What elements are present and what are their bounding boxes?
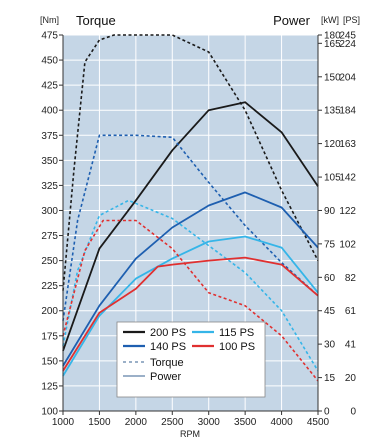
right-tick-ps-label: 163 [339, 139, 356, 150]
legend: 200 PS 115 PS 140 PS 100 PS Torque Power [116, 321, 266, 398]
right-tick-kw-label: 120 [324, 139, 341, 150]
y-tick-label: 350 [41, 156, 58, 167]
right-tick-ps-label: 204 [339, 72, 356, 83]
series-power-100-ps [62, 256, 319, 372]
right-tick-kw-label: 90 [324, 206, 336, 217]
legend-label: 100 PS [219, 341, 255, 353]
right-tick-kw-label: 30 [324, 340, 336, 351]
y-tick-label: 175 [41, 331, 58, 342]
series-layer [62, 34, 319, 382]
y-tick-label: 375 [41, 131, 58, 142]
legend-label: 115 PS [219, 327, 254, 339]
right-tick-ps-label: 224 [339, 39, 356, 50]
left-unit-label: [Nm] [40, 15, 59, 25]
series-power-200-ps [62, 101, 319, 352]
right-tick-kw-label: 45 [324, 306, 336, 317]
right-tick-ps-label: 122 [339, 206, 356, 217]
right-tick-kw-label: 165 [324, 39, 341, 50]
x-tick-label: 1500 [88, 417, 111, 428]
y-tick-label: 450 [41, 56, 58, 67]
right-tick-ps-label: 41 [345, 340, 357, 351]
legend-label: 200 PS [150, 327, 186, 339]
right-tick-ps-label: 61 [345, 306, 357, 317]
x-tick-label: 4000 [270, 417, 293, 428]
y-tick-label: 200 [41, 306, 58, 317]
x-axis-label: RPM [180, 429, 200, 437]
right-tick-ps-label: 82 [345, 273, 357, 284]
legend-style-label: Torque [150, 357, 184, 369]
x-tick-label: 1000 [52, 417, 75, 428]
right-tick-kw-label: 15 [324, 373, 336, 384]
right-tick-ps-label: 102 [339, 239, 356, 250]
legend-label: 140 PS [150, 341, 186, 353]
right-tick-kw-label: 105 [324, 173, 341, 184]
x-tick-label: 4500 [307, 417, 330, 428]
right-tick-kw-label: 0 [324, 407, 330, 418]
axes: 1001251501752002252502753003253503754004… [41, 31, 356, 429]
x-tick-label: 2000 [125, 417, 148, 428]
y-tick-label: 325 [41, 181, 58, 192]
y-tick-label: 400 [41, 106, 58, 117]
y-tick-label: 475 [41, 31, 58, 42]
y-tick-label: 275 [41, 231, 58, 242]
y-tick-label: 250 [41, 256, 58, 267]
right-tick-kw-label: 75 [324, 239, 336, 250]
y-tick-label: 225 [41, 281, 58, 292]
y-tick-label: 150 [41, 356, 58, 367]
right-tick-ps-label: 142 [339, 173, 356, 184]
y-tick-label: 125 [41, 381, 58, 392]
right-tick-ps-label: 184 [339, 106, 356, 117]
x-tick-label: 3000 [198, 417, 221, 428]
legend-style-label: Power [150, 371, 182, 383]
right-title: Power [273, 13, 311, 28]
right-tick-ps-label: 20 [345, 373, 357, 384]
series-torque-100-ps [62, 219, 319, 382]
y-tick-label: 300 [41, 206, 58, 217]
right-unit-kw: [kW] [321, 15, 339, 25]
right-tick-kw-label: 60 [324, 273, 336, 284]
series-torque-200-ps [62, 34, 319, 291]
y-tick-label: 100 [41, 407, 58, 418]
right-tick-ps-label: 245 [339, 31, 356, 42]
right-tick-kw-label: 150 [324, 72, 341, 83]
series-power-140-ps [62, 191, 319, 367]
x-tick-label: 3500 [234, 417, 257, 428]
y-tick-label: 425 [41, 81, 58, 92]
right-unit-ps: [PS] [343, 15, 360, 25]
right-tick-kw-label: 180 [324, 31, 341, 42]
left-title: Torque [76, 13, 116, 28]
right-tick-ps-label: 0 [350, 407, 356, 418]
x-tick-label: 2500 [161, 417, 184, 428]
series-torque-115-ps [62, 199, 319, 372]
legend-box [116, 321, 266, 398]
right-tick-kw-label: 135 [324, 106, 341, 117]
